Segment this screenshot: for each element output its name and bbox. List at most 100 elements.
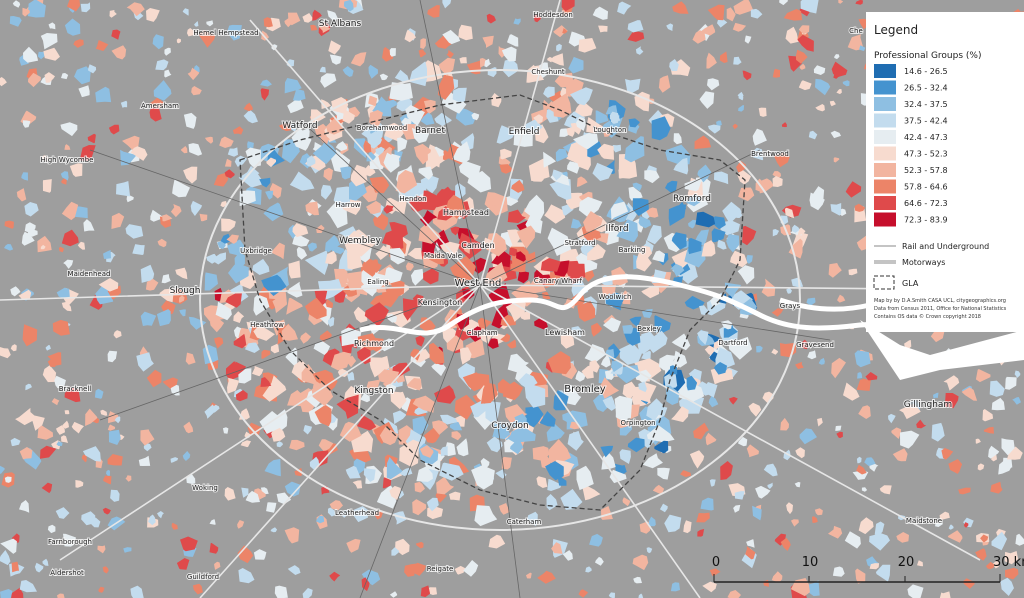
zone [856,378,871,391]
zone [319,134,331,144]
zone [23,46,39,63]
zone [363,140,372,153]
zone [379,73,389,81]
zone [0,77,7,87]
zone [892,448,908,462]
zone [665,385,680,405]
zone [40,244,46,250]
zone [370,123,379,135]
zone [516,251,526,262]
zone [751,147,764,161]
zone [180,146,188,154]
zone [224,158,232,167]
zone [284,527,300,544]
zone [111,29,121,40]
zone [25,383,32,391]
zone [780,417,789,431]
zone [875,564,891,582]
zone [459,57,467,64]
zone [156,309,171,327]
zone [1014,370,1021,378]
zone [263,17,273,28]
zone [856,464,867,475]
zone [707,78,720,91]
place-label: Richmond [354,339,394,348]
zone [555,148,568,162]
zone [349,178,367,201]
zone [505,299,526,322]
zone [592,162,614,181]
zone [646,224,662,245]
zone [1005,567,1019,580]
zone [61,435,68,443]
zone [209,519,216,525]
zone [600,354,611,368]
zone [615,408,629,424]
zone [670,263,685,277]
zone [500,314,516,326]
zone [227,147,238,157]
zone [488,534,506,549]
place-label: Gillingham [904,400,952,410]
zone [717,17,728,28]
zone [732,123,738,130]
zone [213,172,229,187]
zone [333,186,352,208]
zone [501,46,517,62]
zone [767,482,773,489]
zone [737,169,751,185]
zone [645,207,659,218]
zone [446,49,454,59]
zone [123,547,132,553]
zone [700,382,718,398]
zone [588,360,600,373]
zone [64,18,81,36]
place-label: Cheshunt [531,68,565,76]
place-label: Bracknell [59,385,92,393]
zone [451,431,462,441]
zone [234,252,245,268]
zone [0,347,11,359]
zone [10,437,21,447]
zone [120,100,128,108]
zone [578,196,603,218]
zone [80,2,91,13]
zone [420,175,439,194]
zone [185,352,196,365]
place-label: Kingston [354,386,393,396]
zone [1007,446,1023,460]
zone [426,497,439,512]
zone [44,72,55,83]
zone [284,481,301,497]
place-label: Maidenhead [68,270,111,278]
zone [273,319,286,336]
zone [161,274,171,284]
zone [155,59,169,71]
zone [854,203,866,212]
zone [720,320,733,330]
zone [1000,577,1014,596]
zone [798,25,810,35]
zone [635,46,644,55]
zone [434,34,454,49]
zone [733,0,754,15]
zone [244,342,260,353]
zone [224,169,235,179]
zone [75,480,84,488]
zone [21,231,35,246]
zone [544,204,566,224]
zone [546,423,565,442]
zone [499,164,515,174]
zone [95,40,109,51]
zone [1012,397,1021,405]
zone [221,218,236,232]
zone [859,45,866,51]
zone [563,384,582,406]
zone [509,247,518,257]
zone [437,205,453,221]
zone [385,99,398,109]
zone [176,38,181,44]
zone [513,18,521,25]
zone [869,563,880,570]
zone [61,301,72,312]
